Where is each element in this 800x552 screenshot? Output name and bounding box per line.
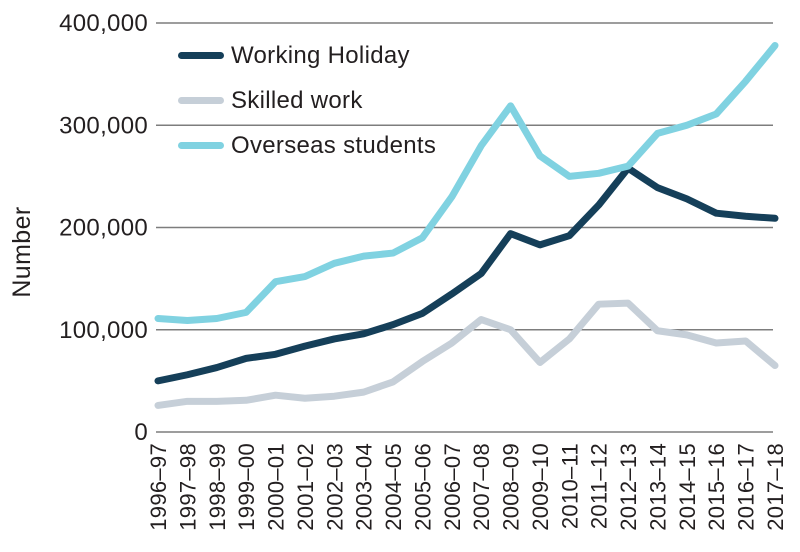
series-line-working-holiday [154,164,779,385]
x-tick-label: 2007–08 [469,443,494,531]
legend-label-working-holiday: Working Holiday [231,41,410,69]
y-tick-label: 0 [134,419,148,446]
x-tick-label: 2013–14 [645,443,670,531]
legend-item-working-holiday: Working Holiday [178,33,436,78]
x-tick-label: 2011–12 [587,443,612,529]
x-tick-label: 2008–09 [499,443,524,531]
x-tick-label: 2004–05 [381,443,406,531]
skilled-work-color-swatch-icon [178,97,224,104]
legend-label-skilled-work: Skilled work [231,86,363,114]
x-tick-label: 1996–97 [146,443,171,531]
x-tick-label: 2012–13 [616,443,641,531]
working-holiday-color-swatch-icon [178,52,224,59]
x-tick-label: 2017–18 [763,443,788,531]
y-tick-label: 300,000 [59,112,148,139]
x-tick-label: 2001–02 [293,443,318,531]
series-line-overseas-students [154,41,779,325]
overseas-students-color-swatch-icon [178,142,224,149]
x-tick-label: 2006–07 [440,443,465,531]
x-tick-label: 2000–01 [264,443,289,531]
x-tick-label: 2005–06 [410,443,435,531]
legend-label-overseas-students: Overseas students [231,131,437,159]
y-tick-label: 100,000 [59,317,148,344]
x-tick-label: 1999–00 [234,443,259,531]
legend-item-overseas-students: Overseas students [178,123,436,168]
x-tick-label: 2009–10 [528,443,553,531]
legend: Working Holiday Skilled work Overseas st… [178,33,436,168]
y-axis-title: Number [8,206,36,298]
x-tick-label: 2016–17 [734,443,759,531]
x-tick-label: 2002–03 [322,443,347,531]
x-tick-label: 2010–11 [557,443,582,529]
x-tick-label: 1998–99 [205,443,230,531]
y-tick-label: 200,000 [59,215,148,242]
series-line-skilled-work [154,299,779,409]
x-tick-label: 2015–16 [704,443,729,531]
y-tick-label: 400,000 [59,10,148,37]
legend-item-skilled-work: Skilled work [178,78,436,123]
x-tick-label: 2003–04 [352,443,377,531]
x-tick-label: 1997–98 [175,443,200,531]
x-tick-label: 2014–15 [675,443,700,531]
